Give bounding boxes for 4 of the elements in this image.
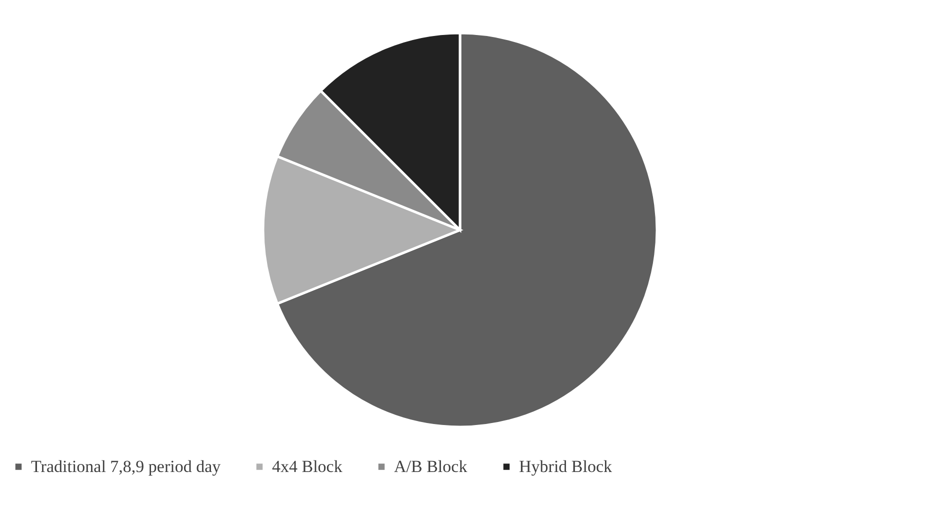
legend-label: 4x4 Block bbox=[272, 456, 343, 476]
legend-label: A/B Block bbox=[394, 456, 468, 476]
legend-label: Hybrid Block bbox=[519, 456, 613, 476]
legend-label: Traditional 7,8,9 period day bbox=[31, 456, 222, 476]
